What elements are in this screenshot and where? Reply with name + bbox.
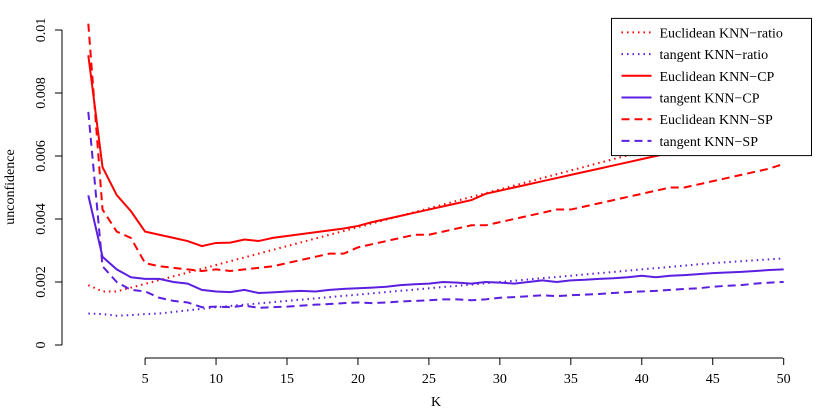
x-tick-label: 45 xyxy=(706,372,720,387)
line-series xyxy=(87,195,784,295)
line-series xyxy=(87,23,785,272)
y-tick-label: 0.008 xyxy=(34,77,49,109)
legend-label: Euclidean KNN−CP xyxy=(660,70,775,85)
legend-label: Euclidean KNN−SP xyxy=(660,113,773,128)
x-tick-label: 25 xyxy=(422,372,436,387)
legend-box xyxy=(611,17,812,157)
x-tick-label: 40 xyxy=(635,372,649,387)
x-tick-label: 35 xyxy=(564,372,578,387)
x-tick-label: 20 xyxy=(351,372,365,387)
legend-label: tangent KNN−SP xyxy=(660,135,759,150)
x-tick-label: 50 xyxy=(777,372,791,387)
x-tick-label: 10 xyxy=(209,372,223,387)
y-tick-label: 0.004 xyxy=(34,203,49,235)
legend-label: tangent KNN−CP xyxy=(660,92,760,107)
legend: Euclidean KNN−ratio tangent KNN−ratio Eucl… xyxy=(611,17,812,157)
y-tick-label: 0 xyxy=(34,342,49,349)
x-tick-label: 5 xyxy=(142,372,149,387)
y-axis-title: unconfidence xyxy=(3,149,18,224)
x-tick-label: 15 xyxy=(280,372,294,387)
legend-label: tangent KNN−ratio xyxy=(660,48,769,63)
x-axis-title: K xyxy=(431,395,441,410)
y-tick-label: 0.01 xyxy=(34,18,49,43)
line-series xyxy=(87,111,784,309)
x-tick-label: 30 xyxy=(493,372,507,387)
legend-label: Euclidean KNN−ratio xyxy=(660,26,783,41)
y-tick-label: 0.002 xyxy=(34,266,49,298)
line-series xyxy=(88,257,784,317)
y-tick-label: 0.006 xyxy=(34,140,49,172)
